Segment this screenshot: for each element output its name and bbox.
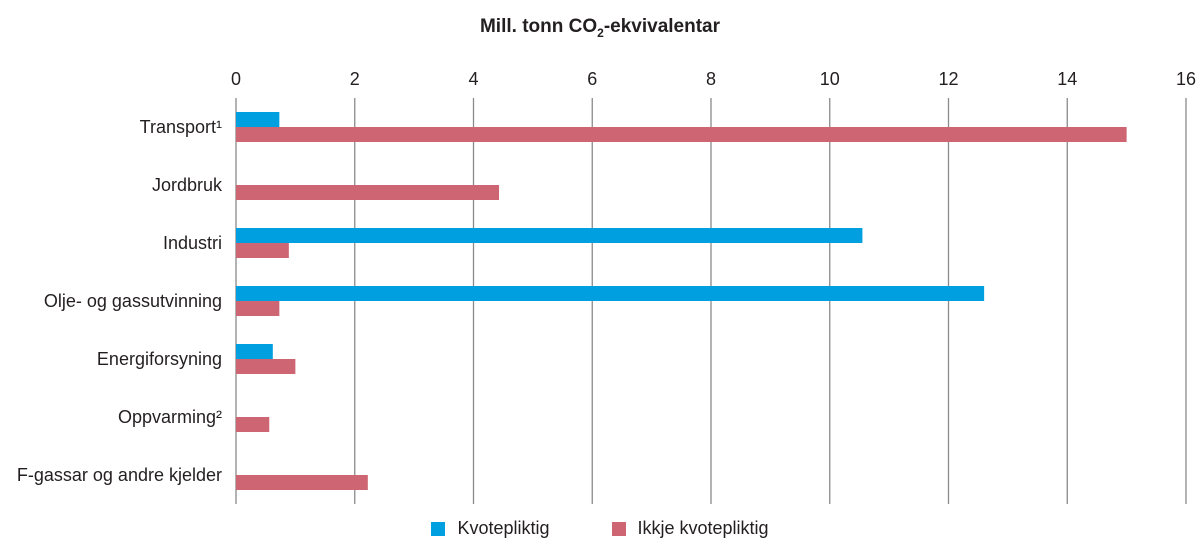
category-label: Olje- og gassutvinning <box>44 291 222 311</box>
category-label: Industri <box>163 233 222 253</box>
x-tick-label: 14 <box>1057 69 1077 89</box>
legend-swatch <box>431 521 446 536</box>
bar-kvotepliktig <box>236 228 863 243</box>
x-tick-label: 8 <box>706 69 716 89</box>
bar-kvotepliktig <box>236 344 273 359</box>
bar-kvotepliktig <box>236 112 280 127</box>
bar-kvotepliktig <box>236 286 985 301</box>
bar-ikkje-kvotepliktig <box>236 359 296 374</box>
legend-swatch <box>611 521 626 536</box>
chart-title: Mill. tonn CO2-ekvivalentar <box>0 16 1200 40</box>
bar-ikkje-kvotepliktig <box>236 185 500 200</box>
bar-ikkje-kvotepliktig <box>236 127 1127 142</box>
x-tick-label: 10 <box>820 69 840 89</box>
legend-item-kvotepliktig: Kvotepliktig <box>431 518 550 539</box>
x-tick-label: 0 <box>231 69 241 89</box>
category-label: Transport¹ <box>140 117 222 137</box>
category-label: Jordbruk <box>152 175 223 195</box>
legend-label: Kvotepliktig <box>457 518 550 538</box>
category-label: F-gassar og andre kjelder <box>17 465 222 485</box>
x-tick-label: 16 <box>1176 69 1196 89</box>
category-label: Energiforsyning <box>97 349 222 369</box>
title-text-end: -ekvivalentar <box>603 16 721 37</box>
title-text: Mill. tonn CO <box>479 16 598 37</box>
category-label: Oppvarming² <box>118 407 222 427</box>
x-tick-label: 12 <box>938 69 958 89</box>
bar-ikkje-kvotepliktig <box>236 243 289 258</box>
x-tick-label: 6 <box>587 69 597 89</box>
title-subscript: 2 <box>597 25 604 40</box>
x-tick-label: 4 <box>468 69 478 89</box>
legend-item-ikkje-kvotepliktig: Ikkje kvotepliktig <box>611 518 769 539</box>
legend: Kvotepliktig Ikkje kvotepliktig <box>0 518 1200 539</box>
bar-ikkje-kvotepliktig <box>236 301 280 316</box>
bar-ikkje-kvotepliktig <box>236 475 368 490</box>
legend-label: Ikkje kvotepliktig <box>637 518 769 538</box>
bar-ikkje-kvotepliktig <box>236 417 270 432</box>
x-tick-label: 2 <box>350 69 360 89</box>
